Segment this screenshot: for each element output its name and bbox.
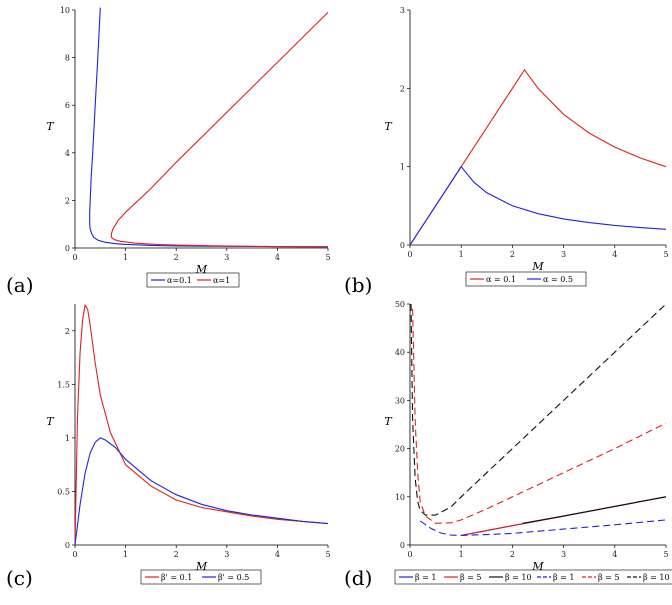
x-tick-label: 5 — [325, 253, 330, 262]
x-tick-label: 2 — [510, 550, 515, 559]
x-tick-label: 4 — [275, 253, 280, 262]
x-tick-label: 4 — [612, 550, 617, 559]
x-axis-label: M — [531, 260, 544, 273]
x-tick-label: 3 — [561, 550, 566, 559]
y-axis-label: T — [46, 415, 55, 428]
legend-entry-label: α=0.1 — [167, 276, 192, 285]
y-tick-label: 0 — [65, 244, 70, 253]
x-tick-label: 3 — [561, 250, 566, 259]
x-tick-label: 0 — [72, 253, 77, 262]
x-tick-label: 4 — [275, 550, 280, 559]
series-line-2 — [110, 12, 329, 248]
x-tick-label: 2 — [510, 250, 515, 259]
legend-box — [146, 272, 240, 288]
x-tick-label: 0 — [407, 550, 412, 559]
y-tick-label: 20 — [395, 445, 405, 454]
y-tick-label: 8 — [65, 54, 70, 63]
legend-entry-label: β = 10 — [505, 573, 532, 582]
y-axis-label: T — [384, 415, 393, 428]
y-tick-label: 0.5 — [57, 487, 70, 496]
y-tick-label: 2 — [65, 327, 70, 336]
y-tick-label: 1.5 — [57, 380, 70, 389]
x-tick-label: 3 — [224, 550, 229, 559]
y-axis-label: T — [384, 120, 393, 133]
legend-entry-label: α = 0.5 — [543, 275, 573, 284]
y-tick-label: 4 — [65, 149, 70, 158]
legend-entry-label: β = 5 — [460, 573, 482, 582]
x-tick-label: 5 — [663, 250, 668, 259]
series-line-2 — [409, 165, 667, 246]
y-tick-label: 2 — [65, 196, 70, 205]
legend-entry-label: β' = 0.1 — [161, 573, 192, 582]
x-tick-label: 1 — [123, 550, 128, 559]
x-tick-label: 0 — [407, 250, 412, 259]
series-line-6 — [410, 303, 667, 516]
series-line-2 — [74, 437, 329, 546]
x-tick-label: 2 — [174, 253, 179, 262]
x-tick-label: 0 — [72, 550, 77, 559]
series-line-1 — [74, 303, 329, 546]
x-tick-label: 1 — [459, 550, 464, 559]
y-tick-label: 6 — [65, 101, 70, 110]
y-tick-label: 30 — [395, 396, 405, 405]
panel-label: (c) — [6, 566, 33, 590]
y-tick-label: 40 — [395, 348, 405, 357]
legend-entry-label: α = 0.1 — [486, 275, 516, 284]
panel-label: (d) — [344, 566, 372, 590]
y-tick-label: 0 — [400, 541, 405, 550]
series-line-1 — [89, 7, 329, 248]
x-tick-label: 5 — [663, 550, 668, 559]
y-tick-label: 10 — [60, 6, 70, 15]
series-line-5 — [412, 308, 667, 524]
legend-entry-label: β' = 0.5 — [218, 573, 249, 582]
chart-panel-2: 0 1 2 3 4 5 0 1 2 3 M T (b) α = 0.1 α = 0.5 — [344, 6, 669, 297]
legend-box — [465, 271, 587, 287]
y-tick-label: 1 — [400, 163, 405, 172]
y-tick-label: 10 — [395, 493, 405, 502]
y-tick-label: 1 — [65, 434, 70, 443]
y-axis-label: T — [46, 120, 55, 133]
x-tick-label: 3 — [224, 253, 229, 262]
legend-box — [140, 569, 262, 585]
x-tick-label: 2 — [174, 550, 179, 559]
y-tick-label: 2 — [400, 84, 405, 93]
x-tick-label: 5 — [325, 550, 330, 559]
legend-entry-label: β = 1 — [553, 573, 575, 582]
legend-entry-label: β = 5 — [598, 573, 620, 582]
y-tick-label: 50 — [395, 300, 405, 309]
x-tick-label: 1 — [459, 250, 464, 259]
y-tick-label: 0 — [65, 541, 70, 550]
x-tick-label: 1 — [123, 253, 128, 262]
legend-entry-label: β = 1 — [415, 573, 437, 582]
series-line-4 — [419, 519, 667, 536]
series-line-1 — [409, 68, 667, 246]
legend-entry-label: β = 10 — [643, 573, 670, 582]
x-tick-label: 4 — [612, 250, 617, 259]
panel-label: (b) — [344, 273, 372, 297]
panel-label: (a) — [6, 273, 34, 297]
series-line-3 — [522, 496, 667, 524]
y-tick-label: 0 — [400, 241, 405, 250]
y-tick-label: 3 — [400, 6, 405, 15]
legend-box — [394, 569, 672, 585]
legend-entry-label: α=1 — [213, 276, 230, 285]
